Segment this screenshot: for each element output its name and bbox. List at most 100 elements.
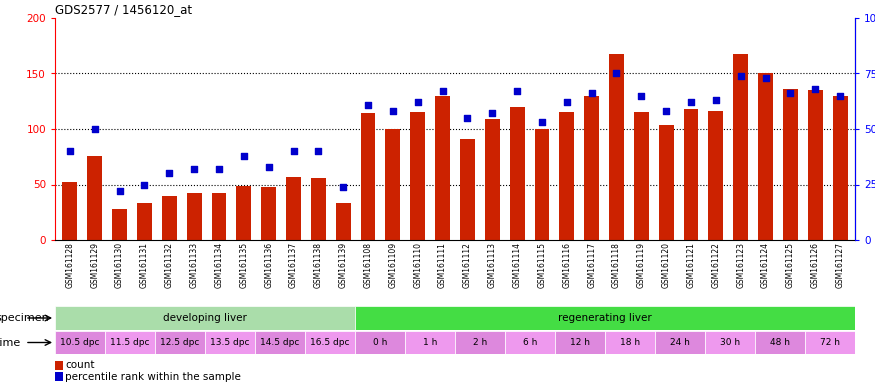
Point [63,148,77,154]
Point [610,70,624,76]
Text: 13.5 dpc: 13.5 dpc [210,338,249,347]
Point [486,110,500,116]
Bar [555,331,605,354]
Bar [385,129,401,240]
Text: 2 h: 2 h [473,338,487,347]
Point [684,99,698,106]
Bar [336,204,351,240]
Bar [435,96,450,240]
Bar [262,187,276,240]
Text: regenerating liver: regenerating liver [558,313,652,323]
Text: GSM161128: GSM161128 [66,242,74,288]
Text: specimen: specimen [0,313,49,323]
Bar [758,73,773,240]
Bar [455,331,505,354]
Point [759,75,773,81]
Text: 24 h: 24 h [670,338,690,347]
Text: GSM161129: GSM161129 [90,242,99,288]
Text: GSM161110: GSM161110 [413,242,423,288]
Point [386,108,400,114]
Bar [186,194,201,240]
Bar [509,107,525,240]
Bar [137,204,152,240]
Text: 1 h: 1 h [423,338,438,347]
Bar [584,96,599,240]
Bar [311,178,326,240]
Bar [755,331,805,354]
Bar [212,194,227,240]
Text: GSM161117: GSM161117 [587,242,596,288]
Point [312,148,326,154]
Text: GDS2577 / 1456120_at: GDS2577 / 1456120_at [55,3,192,16]
Point [410,99,424,106]
Bar [605,331,655,354]
Text: GSM161127: GSM161127 [836,242,844,288]
Text: GSM161112: GSM161112 [463,242,472,288]
Point [113,188,127,194]
Bar [783,89,798,240]
Text: GSM161125: GSM161125 [786,242,794,288]
Bar [709,111,724,240]
Bar [805,331,855,354]
Text: GSM161139: GSM161139 [339,242,347,288]
Text: GSM161109: GSM161109 [388,242,397,288]
Text: GSM161120: GSM161120 [662,242,670,288]
Text: GSM161113: GSM161113 [487,242,497,288]
Point [659,108,673,114]
Bar [485,119,500,240]
Point [833,93,847,99]
Text: GSM161136: GSM161136 [264,242,273,288]
Text: GSM161132: GSM161132 [164,242,174,288]
Bar [112,209,127,240]
Point [361,101,375,108]
Text: 12 h: 12 h [570,338,590,347]
Text: percentile rank within the sample: percentile rank within the sample [66,372,242,382]
Point [734,73,748,79]
Text: GSM161137: GSM161137 [289,242,298,288]
Bar [205,331,255,354]
Bar [286,177,301,240]
Point [584,90,598,96]
Bar [155,331,205,354]
Text: GSM161123: GSM161123 [736,242,746,288]
Text: developing liver: developing liver [163,313,247,323]
Point [510,88,524,94]
Bar [405,331,455,354]
Point [634,93,648,99]
Bar [105,331,155,354]
Bar [505,331,555,354]
Bar [683,109,698,240]
Point [187,166,201,172]
Text: 18 h: 18 h [620,338,640,347]
Text: GSM161119: GSM161119 [637,242,646,288]
Text: 48 h: 48 h [770,338,790,347]
Text: time: time [0,338,21,348]
Point [436,88,450,94]
Point [212,166,226,172]
Bar [410,113,425,240]
Text: 30 h: 30 h [720,338,740,347]
Text: GSM161116: GSM161116 [563,242,571,288]
Text: GSM161114: GSM161114 [513,242,522,288]
Bar [62,182,77,240]
Point [808,86,822,92]
Bar [659,124,674,240]
Text: GSM161124: GSM161124 [761,242,770,288]
Point [262,164,276,170]
Point [336,184,350,190]
Bar [535,129,550,240]
Bar [355,331,405,354]
Text: 0 h: 0 h [373,338,388,347]
Bar [355,306,855,330]
Bar [559,113,574,240]
Bar [255,331,305,354]
Text: 16.5 dpc: 16.5 dpc [311,338,350,347]
Text: 10.5 dpc: 10.5 dpc [60,338,100,347]
Point [88,126,102,132]
Text: GSM161130: GSM161130 [116,242,124,288]
Text: count: count [66,360,94,370]
Point [286,148,300,154]
Text: 72 h: 72 h [820,338,840,347]
Point [237,152,251,159]
Bar [305,331,355,354]
